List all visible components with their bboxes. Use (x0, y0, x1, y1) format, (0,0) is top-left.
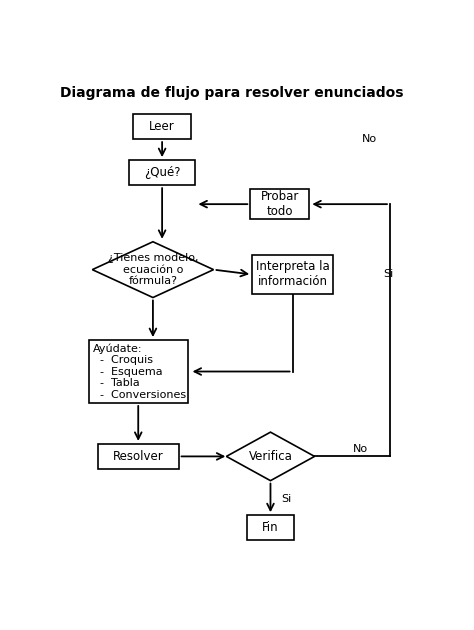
Text: Si: Si (281, 494, 291, 503)
Text: Leer: Leer (149, 120, 175, 133)
FancyBboxPatch shape (133, 114, 191, 139)
FancyBboxPatch shape (250, 189, 309, 219)
Text: Si: Si (383, 270, 393, 280)
Text: No: No (353, 444, 368, 454)
Text: Ayúdate:
  -  Croquis
  -  Esquema
  -  Tabla
  -  Conversiones: Ayúdate: - Croquis - Esquema - Tabla - C… (93, 343, 186, 400)
FancyBboxPatch shape (89, 340, 188, 403)
Text: Verifica: Verifica (248, 450, 292, 463)
FancyBboxPatch shape (252, 255, 333, 294)
Text: Interpreta la
información: Interpreta la información (255, 260, 329, 289)
FancyBboxPatch shape (246, 515, 294, 541)
Text: ¿Tienes modelo,
ecuación o
fórmula?: ¿Tienes modelo, ecuación o fórmula? (108, 253, 198, 286)
Text: Resolver: Resolver (113, 450, 164, 463)
FancyBboxPatch shape (98, 444, 179, 469)
FancyBboxPatch shape (129, 160, 195, 185)
Text: Probar
todo: Probar todo (261, 190, 299, 218)
Text: Fin: Fin (262, 521, 279, 534)
Polygon shape (227, 432, 315, 481)
Text: Diagrama de flujo para resolver enunciados: Diagrama de flujo para resolver enunciad… (60, 86, 404, 100)
Polygon shape (92, 242, 213, 297)
Text: ¿Qué?: ¿Qué? (144, 166, 181, 179)
Text: No: No (362, 134, 377, 144)
